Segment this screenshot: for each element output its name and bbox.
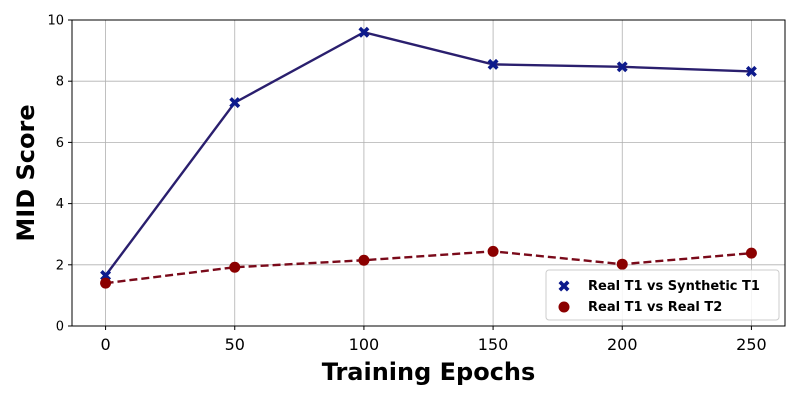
series-line bbox=[105, 250, 752, 285]
series-1 bbox=[100, 245, 757, 289]
x-tick-label: 200 bbox=[607, 335, 638, 354]
data-point bbox=[229, 261, 241, 273]
data-point bbox=[229, 97, 241, 109]
series-0 bbox=[100, 26, 757, 281]
legend-label-synthetic: Real T1 vs Synthetic T1 bbox=[588, 279, 760, 294]
legend: Real T1 vs Synthetic T1 Real T1 vs Real … bbox=[545, 269, 780, 321]
legend-box bbox=[545, 269, 780, 321]
data-point bbox=[100, 277, 112, 289]
x-tick-label: 0 bbox=[100, 335, 110, 354]
data-point bbox=[358, 26, 370, 38]
x-tick-label: 150 bbox=[478, 335, 509, 354]
data-point bbox=[100, 270, 112, 281]
data-point bbox=[745, 247, 757, 259]
x-tick-label: 100 bbox=[349, 335, 380, 354]
legend-markers bbox=[558, 280, 570, 313]
data-point bbox=[487, 58, 499, 70]
y-tick-label: 2 bbox=[56, 258, 64, 273]
data-point bbox=[745, 65, 757, 77]
series-line bbox=[104, 30, 752, 277]
y-axis-title: MID Score bbox=[12, 104, 40, 241]
y-tick-label: 4 bbox=[56, 197, 64, 212]
y-tick-label: 0 bbox=[56, 320, 64, 335]
y-tick-label: 6 bbox=[56, 136, 64, 151]
y-tick-label: 8 bbox=[56, 75, 64, 90]
x-tick-label: 50 bbox=[225, 335, 245, 354]
data-point bbox=[616, 258, 628, 270]
x-axis-title: Training Epochs bbox=[322, 358, 536, 386]
legend-marker-real bbox=[558, 301, 570, 313]
data-point bbox=[358, 254, 370, 266]
y-tick-label: 10 bbox=[47, 14, 64, 29]
legend-marker-synthetic bbox=[558, 280, 570, 292]
data-point bbox=[616, 61, 628, 73]
legend-label-real: Real T1 vs Real T2 bbox=[588, 300, 722, 315]
series-layer bbox=[100, 26, 757, 289]
x-tick-label: 250 bbox=[736, 335, 767, 354]
plot-frame bbox=[71, 19, 786, 327]
data-point bbox=[487, 245, 499, 257]
